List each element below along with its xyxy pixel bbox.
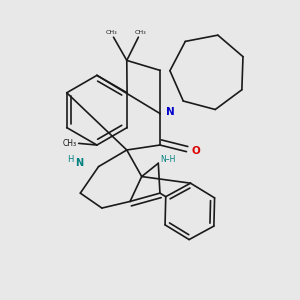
Text: O: O <box>191 146 200 156</box>
Text: CH₃: CH₃ <box>106 29 118 34</box>
Text: H: H <box>67 155 74 164</box>
Text: N: N <box>166 106 175 116</box>
Text: CH₃: CH₃ <box>63 139 77 148</box>
Text: N: N <box>75 158 83 168</box>
Text: CH₃: CH₃ <box>134 29 146 34</box>
Text: N–H: N–H <box>160 155 175 164</box>
